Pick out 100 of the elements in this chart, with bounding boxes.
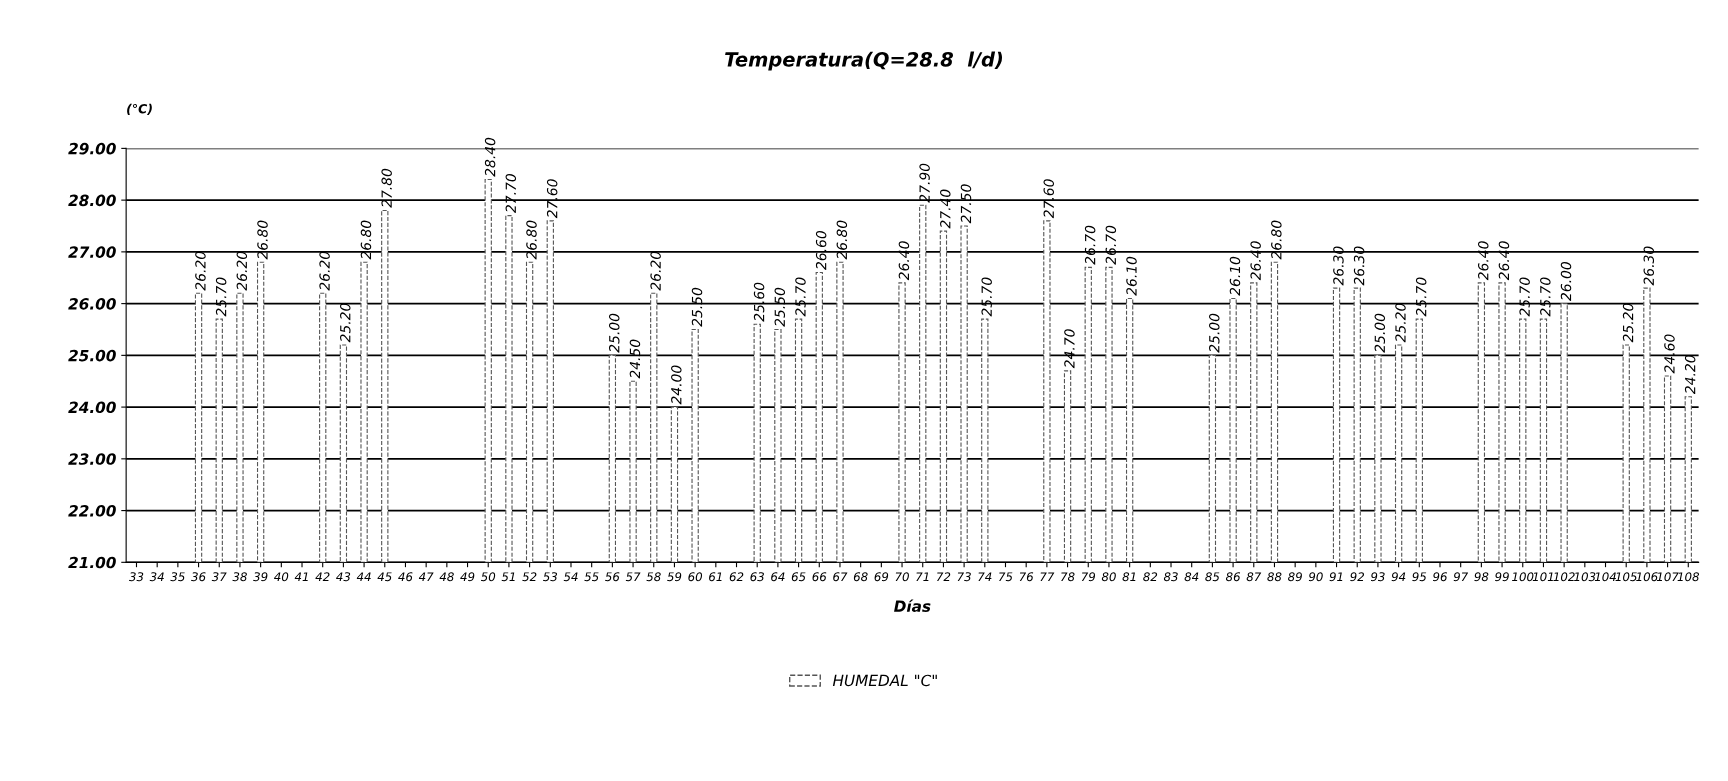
x-tick-label: 71 [916,572,929,582]
x-tick-label: 57 [625,572,641,582]
x-tick-label: 90 [1308,572,1323,582]
data-label: 25.70 [1519,277,1530,317]
x-tick-label: 97 [1453,572,1469,582]
x-tick-label: 85 [1205,572,1220,582]
x-tick-label: 99 [1495,572,1509,582]
data-label: 26.70 [1084,225,1096,265]
x-tick-label: 106 [1636,572,1658,582]
x-tick-label: 67 [833,572,848,582]
x-tick-label: 70 [895,572,909,582]
data-label: 26.40 [1250,241,1261,281]
y-tick-label: 29.00 [68,142,116,155]
x-tick-label: 49 [460,572,475,582]
x-tick-label: 42 [315,572,330,582]
x-tick-label: 58 [646,572,661,582]
x-tick-label: 46 [398,572,413,582]
x-tick-label: 60 [688,572,703,582]
x-tick-label: 108 [1677,572,1700,582]
x-tick-label: 83 [1163,572,1178,582]
data-label: 26.30 [1643,246,1655,286]
data-label: 25.00 [1374,313,1386,353]
data-label: 26.20 [650,251,661,291]
data-label: 25.50 [691,287,703,327]
x-tick-label: 84 [1184,572,1199,582]
data-label: 26.80 [526,220,537,260]
x-tick-label: 55 [584,572,599,582]
x-tick-label: 89 [1288,572,1302,582]
x-tick-label: 54 [563,572,578,582]
x-tick-label: 102 [1553,572,1575,582]
y-tick-label: 28.00 [68,194,116,207]
data-label: 26.30 [1353,246,1365,286]
x-tick-label: 66 [812,572,827,582]
x-tick-label: 39 [253,572,268,582]
y-tick-label: 21.00 [68,556,116,569]
x-tick-label: 63 [750,572,764,582]
x-tick-label: 88 [1267,572,1282,582]
x-tick-label: 64 [771,572,785,582]
data-label: 25.20 [340,303,351,343]
data-label: 26.80 [360,220,372,260]
x-tick-label: 80 [1101,572,1116,582]
x-tick-label: 53 [543,572,558,582]
x-tick-label: 95 [1412,572,1427,582]
x-tick-label: 91 [1329,572,1343,582]
x-tick-label: 94 [1391,572,1406,582]
x-tick-label: 62 [729,572,744,582]
data-label: 27.70 [505,174,517,214]
x-tick-label: 43 [336,572,351,582]
x-tick-label: 45 [377,572,392,582]
x-tick-label: 56 [605,572,620,582]
x-tick-label: 93 [1370,572,1385,582]
x-tick-label: 35 [170,572,185,582]
x-tick-label: 101 [1532,572,1553,582]
x-tick-label: 107 [1656,572,1679,582]
x-tick-label: 100 [1512,572,1534,582]
data-label: 25.60 [753,282,765,322]
x-tick-label: 82 [1143,572,1158,582]
x-tick-label: 78 [1061,572,1075,582]
y-tick-label: 25.00 [68,349,116,362]
data-label: 26.20 [195,251,206,291]
y-tick-label: 26.00 [68,298,116,310]
x-tick-label: 37 [211,572,227,582]
x-tick-label: 104 [1594,572,1616,582]
x-tick-label: 36 [191,572,206,582]
x-tick-label: 33 [129,572,144,582]
y-tick-label: 23.00 [68,453,116,465]
x-tick-label: 41 [294,572,308,582]
data-label: 27.50 [960,184,972,224]
x-axis-title: Días [894,599,931,612]
data-label: 27.90 [919,163,930,203]
y-tick-label: 27.00 [68,246,116,258]
x-tick-label: 61 [709,572,722,582]
data-label: 26.80 [257,220,268,260]
data-label: 26.20 [319,251,330,291]
data-label: 26.70 [1105,225,1117,265]
x-tick-label: 48 [439,572,454,582]
x-tick-label: 50 [480,572,496,582]
x-tick-label: 52 [522,572,537,582]
data-label: 25.70 [1540,277,1551,317]
data-label: 25.20 [1395,303,1406,343]
x-tick-label: 96 [1433,572,1447,582]
x-tick-label: 74 [978,572,992,582]
data-label: 25.00 [609,313,620,353]
x-tick-label: 103 [1574,572,1596,582]
data-label: 26.10 [1229,256,1241,296]
data-label: 25.70 [215,277,227,317]
x-tick-label: 73 [957,572,971,582]
x-tick-label: 92 [1350,572,1365,582]
data-label: 24.20 [1684,355,1696,395]
x-tick-label: 72 [937,572,951,582]
data-label: 25.70 [795,277,806,317]
data-label: 26.00 [1560,261,1572,301]
data-label: 25.70 [981,277,992,317]
data-label: 26.30 [1333,246,1344,286]
x-tick-label: 34 [149,572,164,582]
x-tick-label: 77 [1040,572,1055,582]
y-tick-label: 22.00 [68,505,116,517]
data-label: 27.60 [1043,179,1055,219]
x-tick-label: 40 [274,572,289,582]
x-tick-label: 87 [1246,572,1262,582]
